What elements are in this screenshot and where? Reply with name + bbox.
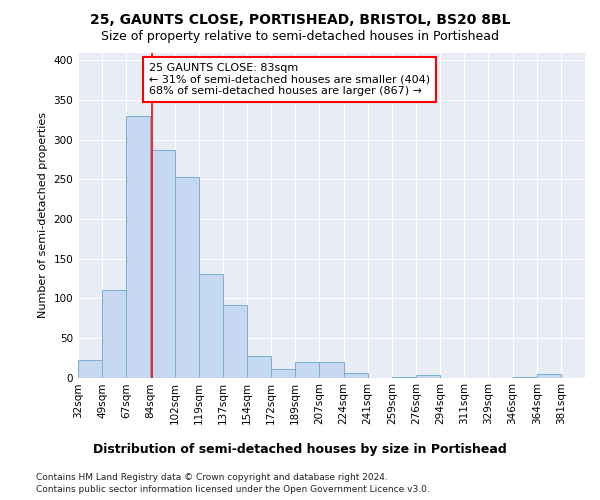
Bar [151,150,175,378]
Bar [126,116,151,378]
Text: Contains HM Land Registry data © Crown copyright and database right 2024.: Contains HM Land Registry data © Crown c… [36,472,388,482]
Bar [223,306,247,378]
Bar [271,369,295,378]
Bar [344,372,368,378]
Bar [392,376,416,378]
Bar [537,374,561,378]
Bar [247,356,271,378]
Text: 25, GAUNTS CLOSE, PORTISHEAD, BRISTOL, BS20 8BL: 25, GAUNTS CLOSE, PORTISHEAD, BRISTOL, B… [90,12,510,26]
Text: Distribution of semi-detached houses by size in Portishead: Distribution of semi-detached houses by … [93,442,507,456]
Bar [512,376,537,378]
Text: Size of property relative to semi-detached houses in Portishead: Size of property relative to semi-detach… [101,30,499,43]
Text: 25 GAUNTS CLOSE: 83sqm
← 31% of semi-detached houses are smaller (404)
68% of se: 25 GAUNTS CLOSE: 83sqm ← 31% of semi-det… [149,63,430,96]
Bar [295,362,319,378]
Bar [416,375,440,378]
Bar [102,290,126,378]
Bar [319,362,344,378]
Bar [175,177,199,378]
Text: Contains public sector information licensed under the Open Government Licence v3: Contains public sector information licen… [36,485,430,494]
Y-axis label: Number of semi-detached properties: Number of semi-detached properties [38,112,48,318]
Bar [199,274,223,378]
Bar [78,360,102,378]
